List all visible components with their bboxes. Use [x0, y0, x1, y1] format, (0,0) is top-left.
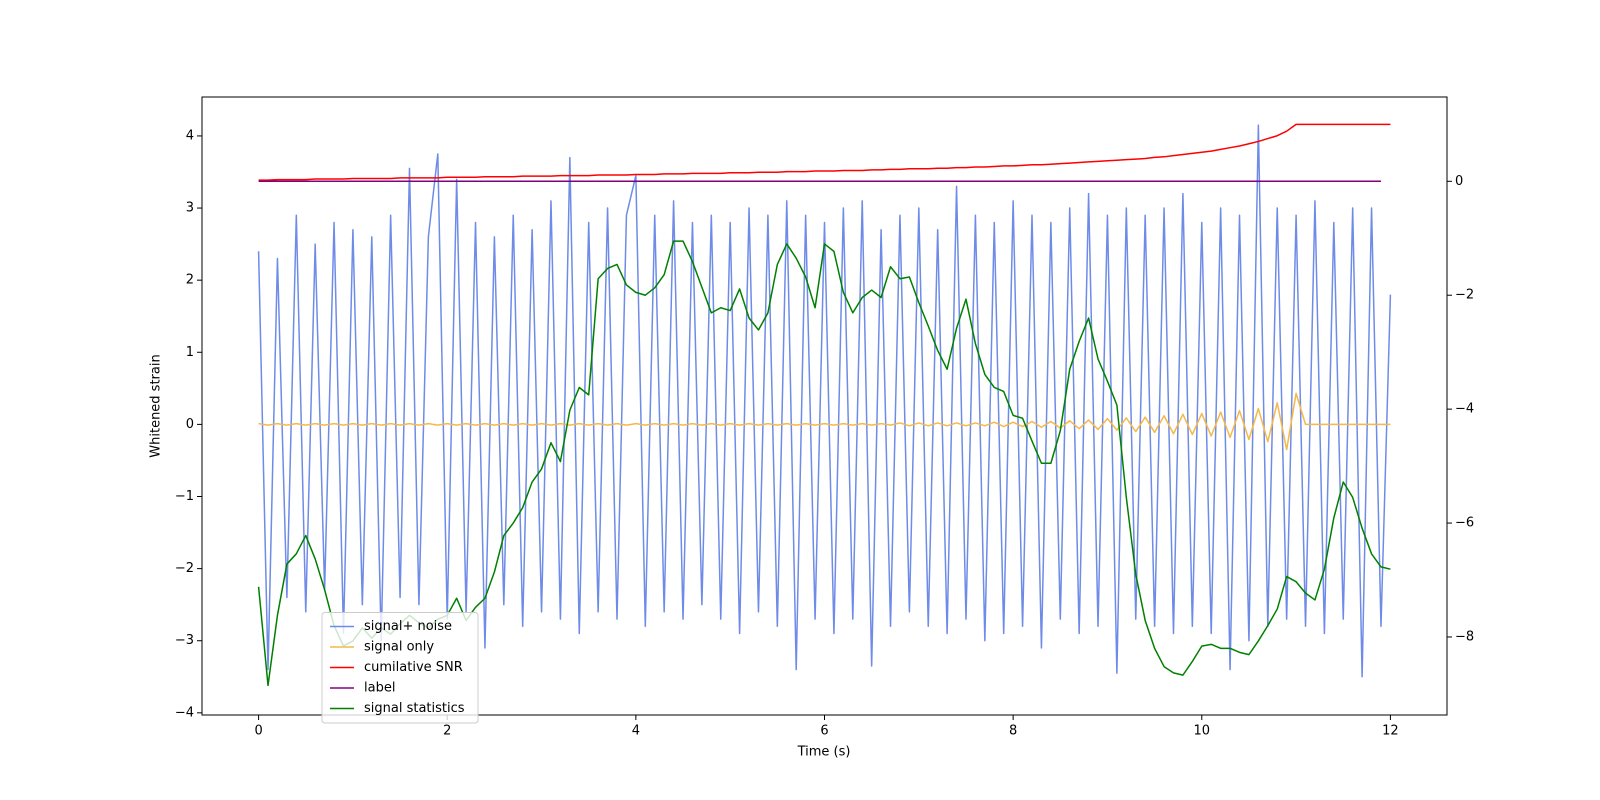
plot-area: [257, 123, 1392, 687]
series-line: [258, 123, 1391, 181]
x-tick-label: 4: [632, 724, 640, 739]
x-tick-label: 8: [1009, 724, 1017, 739]
y-tick-label: −3: [175, 633, 194, 648]
y-tick-label: −1: [175, 489, 194, 504]
y2-tick-label: −2: [1455, 288, 1474, 303]
y2-tick-label: 0: [1455, 174, 1463, 189]
legend-label: signal+ noise: [364, 619, 452, 634]
y-tick-label: 2: [186, 273, 194, 288]
x-tick-label: 6: [820, 724, 828, 739]
y-tick-label: 4: [186, 128, 194, 143]
y-tick-label: −2: [175, 561, 194, 576]
x-tick-label: 10: [1193, 724, 1210, 739]
legend-label: signal statistics: [364, 701, 465, 716]
y-tick-label: 0: [186, 417, 194, 432]
x-tick-label: 2: [443, 724, 451, 739]
y-tick-label: 3: [186, 201, 194, 216]
legend-label: cumilative SNR: [364, 660, 463, 675]
x-tick-label: 0: [254, 724, 262, 739]
x-axis-label: Time (s): [797, 745, 851, 760]
y-axis-label: Whitened strain: [149, 354, 164, 457]
series-line: [258, 392, 1391, 451]
x-tick-label: 12: [1382, 724, 1399, 739]
y2-tick-label: −4: [1455, 402, 1474, 417]
y2-tick-label: −8: [1455, 629, 1474, 644]
series-line: [257, 124, 1392, 678]
legend-label: signal only: [364, 640, 434, 655]
y-tick-label: 1: [186, 345, 194, 360]
legend-label: label: [364, 681, 395, 696]
y-tick-label: −4: [175, 705, 194, 720]
y2-tick-label: −6: [1455, 516, 1474, 531]
legend-box: [321, 612, 479, 724]
